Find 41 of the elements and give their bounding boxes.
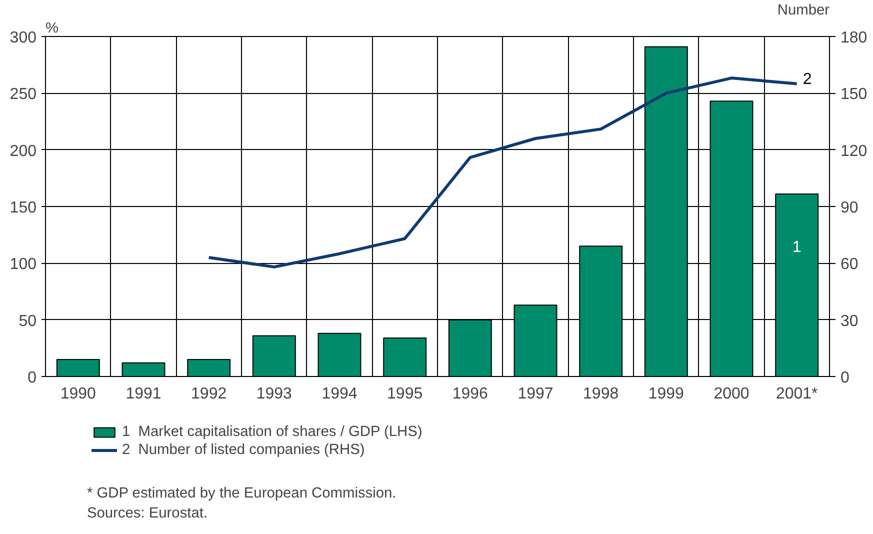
- y2-tick-label: 150: [840, 86, 868, 104]
- y-tick-label: 50: [18, 312, 37, 330]
- x-tick-label: 1992: [191, 386, 227, 402]
- text: * GDP estimated by the European Commission.: [86, 486, 396, 502]
- y2-tick-label: 30: [840, 312, 858, 330]
- y2-tick-label: 180: [840, 30, 868, 46]
- y-tick-label: 250: [10, 86, 37, 104]
- y2-tick-label: 0: [840, 370, 850, 386]
- bar: [252, 335, 296, 376]
- bar: [122, 362, 166, 376]
- y2-tick-label: 90: [840, 200, 858, 216]
- bar: [56, 359, 100, 376]
- bar: [318, 332, 362, 376]
- y-tick-label: 300: [10, 30, 37, 46]
- y2-tick-label: 120: [840, 142, 868, 160]
- bar: [383, 337, 427, 376]
- x-tick-label: 1990: [60, 386, 96, 402]
- y-tick-label: 0: [28, 370, 37, 386]
- annotation: 2: [802, 71, 812, 88]
- y2-tick-label: 60: [840, 256, 858, 274]
- source-note: Sources: Eurostat.: [86, 506, 208, 522]
- x-tick-label: 1993: [256, 386, 292, 402]
- x-tick-label: 2000: [714, 386, 750, 402]
- annotation: 1: [792, 239, 802, 256]
- legend-label: 1 Market capitalisation of shares / GDP (LHS): [122, 424, 422, 440]
- x-tick-label: 1995: [387, 386, 423, 402]
- x-tick-label: 1996: [452, 386, 488, 402]
- x-tick-label: 1997: [518, 386, 554, 402]
- y-tick-label: 100: [10, 256, 37, 274]
- y-tick-label: 200: [10, 142, 37, 160]
- x-tick-label: 1999: [648, 386, 684, 402]
- y2-axis-title: Number: [777, 2, 830, 18]
- x-tick-label: 1998: [583, 386, 619, 402]
- bar: [187, 359, 231, 376]
- x-tick-label: 1991: [126, 386, 162, 402]
- x-tick-label: 1994: [322, 386, 358, 402]
- y-tick-label: 150: [10, 200, 37, 216]
- legend-label: 2 Number of listed companies (RHS): [122, 442, 365, 458]
- y-axis-title: %: [46, 20, 59, 36]
- x-tick-label: 2001*: [776, 386, 818, 402]
- line-series: [207, 76, 798, 268]
